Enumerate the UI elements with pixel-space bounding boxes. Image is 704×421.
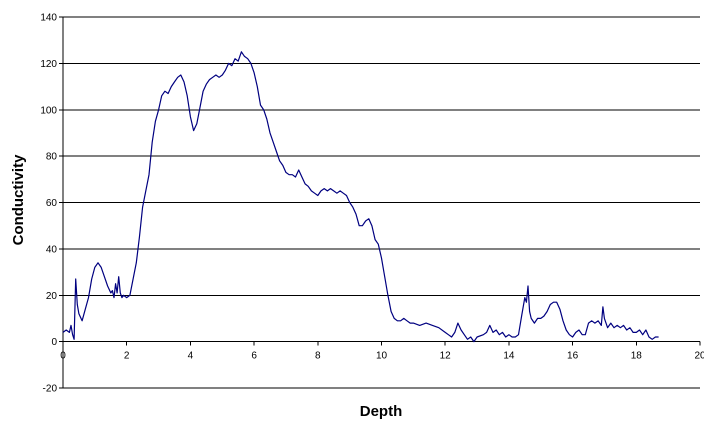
x-axis-title: Depth: [360, 403, 403, 420]
y-tick-label-2: 20: [46, 291, 58, 302]
x-tick-label-10: 20: [694, 351, 704, 362]
y-tick-label-1: 0: [51, 337, 57, 348]
x-tick-label-8: 16: [567, 351, 579, 362]
x-tick-label-2: 4: [188, 351, 194, 362]
x-tick-label-3: 6: [251, 351, 257, 362]
y-tick-label-3: 40: [46, 244, 58, 255]
y-tick-label-4: 60: [46, 198, 58, 209]
x-tick-label-5: 10: [376, 351, 388, 362]
x-tick-label-7: 14: [503, 351, 515, 362]
x-tick-label-6: 12: [440, 351, 452, 362]
y-tick-label-6: 100: [40, 105, 57, 116]
x-tick-label-9: 18: [631, 351, 643, 362]
y-tick-label-5: 80: [46, 152, 58, 163]
x-tick-label-1: 2: [124, 351, 130, 362]
y-tick-label-0: -20: [43, 384, 58, 395]
series-line-0: [62, 51, 659, 343]
y-axis-ticks: -20 0 20 40 60 80 100 120 140: [40, 13, 63, 395]
y-tick-label-7: 120: [40, 59, 57, 70]
series-group: [62, 51, 659, 343]
gridlines: [63, 16, 700, 389]
x-tick-label-4: 8: [315, 351, 321, 362]
y-tick-label-8: 140: [40, 13, 57, 24]
y-axis-title: Conductivity: [10, 154, 27, 245]
x-axis-ticks: 0 2 4 6 8 10 12 14 16 18 20: [60, 341, 704, 362]
x-tick-label-0: 0: [60, 351, 66, 362]
